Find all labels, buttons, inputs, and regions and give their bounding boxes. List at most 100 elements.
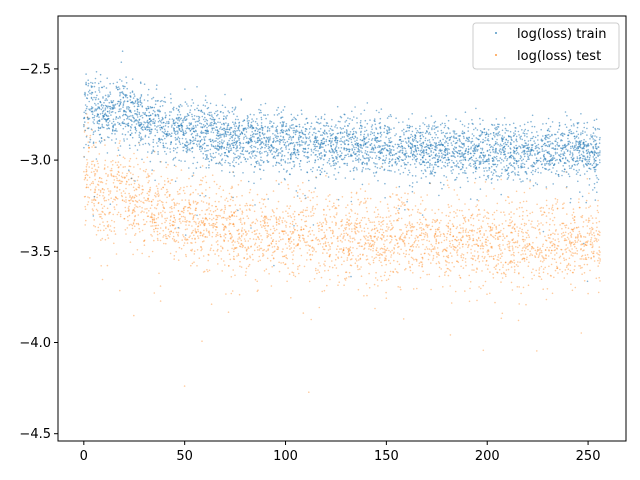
data-point <box>448 269 451 271</box>
data-point <box>558 122 561 124</box>
data-point <box>259 220 262 223</box>
data-point <box>148 194 150 196</box>
data-point <box>577 236 579 238</box>
data-point <box>545 215 548 217</box>
data-point <box>204 195 207 197</box>
data-point <box>158 119 161 122</box>
data-point <box>172 220 174 223</box>
data-point <box>170 230 172 232</box>
data-point <box>465 264 467 267</box>
data-point <box>244 274 247 277</box>
data-point <box>95 96 97 99</box>
data-point <box>94 174 96 177</box>
data-point <box>580 248 582 251</box>
data-point <box>112 201 114 203</box>
data-point <box>108 213 110 215</box>
data-point <box>208 217 211 220</box>
data-point <box>96 183 99 186</box>
data-point <box>527 155 529 157</box>
data-point <box>542 257 545 260</box>
data-point <box>169 111 171 113</box>
data-point <box>178 137 181 140</box>
data-point <box>485 264 487 266</box>
data-point <box>88 100 90 103</box>
data-point <box>389 229 392 231</box>
data-point <box>325 223 328 225</box>
data-point <box>590 243 592 246</box>
data-point <box>388 216 390 218</box>
data-point <box>272 239 275 241</box>
data-point <box>92 213 94 216</box>
data-point <box>209 124 211 126</box>
data-point <box>93 219 95 221</box>
data-point <box>311 246 314 248</box>
data-point <box>568 257 571 260</box>
data-point <box>507 196 510 198</box>
data-point <box>309 258 312 261</box>
data-point <box>523 150 526 153</box>
data-point <box>472 217 475 220</box>
data-point <box>196 214 198 217</box>
data-point <box>385 230 387 232</box>
data-point <box>168 114 171 117</box>
data-point <box>296 229 299 232</box>
data-point <box>300 254 303 257</box>
data-point <box>489 146 492 149</box>
data-point <box>228 111 231 114</box>
data-point <box>214 156 216 158</box>
data-point <box>367 239 370 241</box>
data-point <box>531 246 534 249</box>
data-point <box>464 229 467 232</box>
data-point <box>224 208 226 210</box>
data-point <box>195 167 198 169</box>
data-point <box>403 239 405 242</box>
data-point <box>364 162 366 165</box>
data-point <box>254 278 257 281</box>
data-point <box>154 179 156 182</box>
data-point <box>591 226 593 229</box>
data-point <box>220 258 223 260</box>
data-point <box>483 209 486 211</box>
data-point <box>453 246 456 248</box>
data-point <box>335 254 338 256</box>
data-point <box>147 198 149 201</box>
data-point <box>531 254 534 256</box>
data-point <box>445 260 447 263</box>
data-point <box>221 247 224 250</box>
data-point <box>109 211 111 214</box>
data-point <box>490 233 492 236</box>
data-point <box>578 154 581 157</box>
data-point <box>397 252 399 254</box>
data-point <box>508 242 511 245</box>
data-point <box>430 250 433 253</box>
data-point <box>321 237 324 240</box>
data-point <box>302 193 304 195</box>
data-point <box>201 126 204 128</box>
data-point <box>428 139 431 141</box>
data-point <box>551 206 554 208</box>
data-point <box>165 219 167 222</box>
data-point <box>157 195 160 198</box>
data-point <box>402 240 404 242</box>
data-point <box>345 226 348 229</box>
data-point <box>418 162 421 164</box>
data-point <box>500 211 502 214</box>
data-point <box>463 217 466 220</box>
data-point <box>364 190 367 192</box>
data-point <box>482 158 484 161</box>
data-point <box>170 215 172 217</box>
data-point <box>126 227 129 229</box>
data-point <box>388 169 391 172</box>
data-point <box>456 226 459 228</box>
data-point <box>517 166 520 169</box>
data-point <box>171 179 174 181</box>
data-point <box>218 187 220 190</box>
data-point <box>151 216 153 219</box>
data-point <box>315 132 317 135</box>
data-point <box>198 184 201 186</box>
data-point <box>449 211 451 214</box>
data-point <box>467 180 469 183</box>
data-point <box>431 209 433 211</box>
data-point <box>389 262 392 265</box>
data-point <box>219 128 221 130</box>
